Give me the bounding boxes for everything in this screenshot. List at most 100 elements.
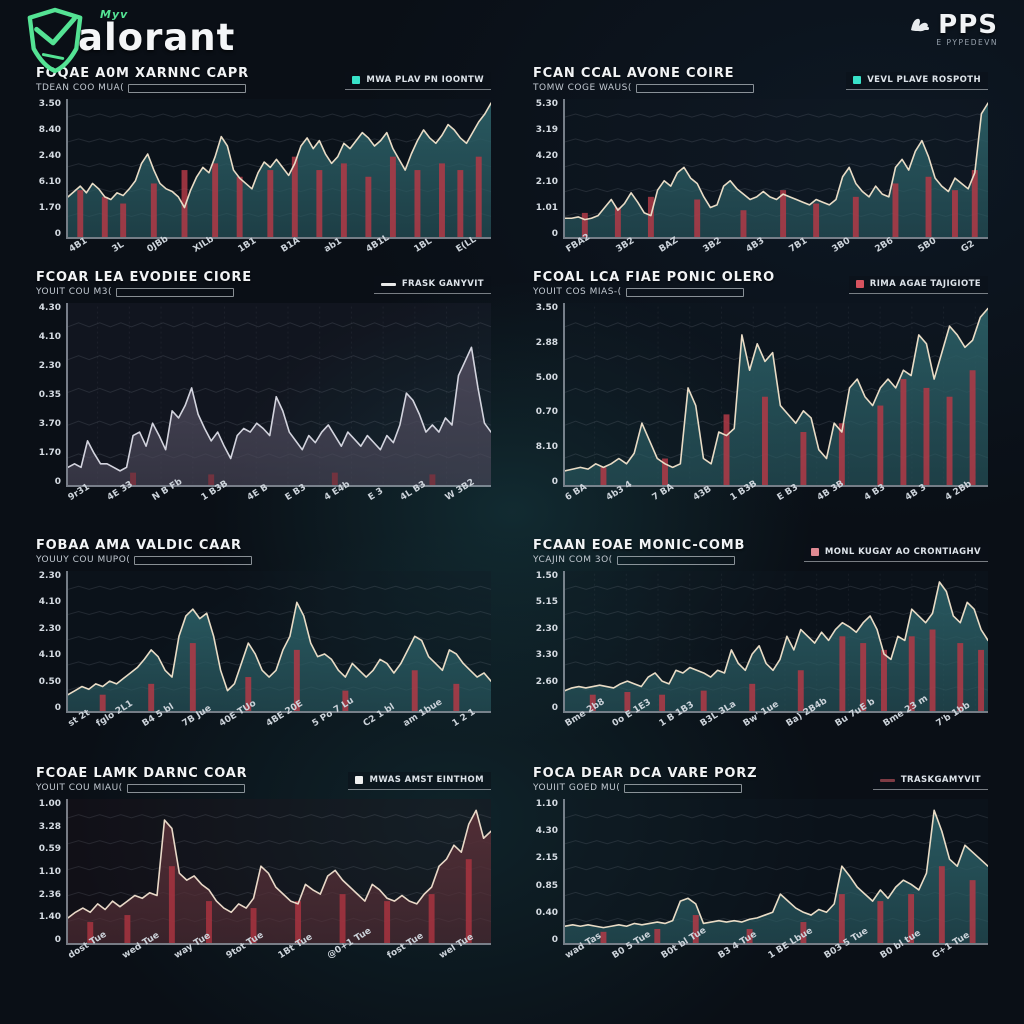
y-tick: 3.19 xyxy=(535,125,558,135)
x-tick: 6 BA xyxy=(563,482,589,503)
y-axis: 1.50 5.15 2.30 3.30 2.60 0 xyxy=(533,571,563,713)
y-tick: 5.15 xyxy=(535,597,558,608)
y-axis: 1.10 4.30 2.15 0.85 0.40 0 xyxy=(533,799,563,945)
chart-panel: FCOAE LAMK DARNC COAR YOUIT COU MIAU( MW… xyxy=(36,758,491,1000)
y-tick: 0 xyxy=(54,702,61,713)
y-tick: 0 xyxy=(54,934,61,945)
chart-panel: FCAN CCAL AVONE COIRE TOMW COGE WAUS( VE… xyxy=(533,58,988,262)
chart-plot xyxy=(66,303,491,487)
x-tick: 4B 3 xyxy=(903,482,928,503)
x-axis: wad Tas B0 5 Tue B0t bl Tue B3 4 Tue 1 BE Lb… xyxy=(563,926,988,971)
chart-panel: FCOAL LCA FIAE PONIC OLERO YOUIT COS MIA… xyxy=(533,262,988,530)
chart-legend[interactable]: RIMA AGAE TAJIGIOTE xyxy=(848,276,988,294)
chart-subtitle: YOUIIT GOED MU( xyxy=(533,783,621,793)
y-tick: 0 xyxy=(551,702,558,713)
y-tick: 2.10 xyxy=(535,177,558,187)
y-tick: 0 xyxy=(551,229,558,239)
x-tick: ab1 xyxy=(322,236,344,255)
x-tick: 3B0 xyxy=(830,236,853,255)
x-tick: 7B1 xyxy=(787,236,810,255)
x-axis: st 2t fglo 2L1 B4 5 bl 7B Jue 40E TUo 4BE 20E… xyxy=(66,696,491,739)
chart-legend[interactable]: TRASKGAMYVIT xyxy=(872,772,988,790)
chart-plot xyxy=(563,571,988,713)
y-tick: 1.70 xyxy=(38,448,61,458)
y-tick: 2.88 xyxy=(535,337,558,348)
y-tick: 1.10 xyxy=(38,866,61,877)
brand-name: alorant xyxy=(78,16,236,59)
y-tick: 5.00 xyxy=(535,372,558,383)
y-tick: 3.28 xyxy=(38,821,61,832)
y-tick: 1.00 xyxy=(38,799,61,809)
y-tick: 0.40 xyxy=(535,907,558,918)
legend-label: VEVL PLAVE ROSPOTH xyxy=(867,75,981,85)
y-tick: 2.30 xyxy=(535,623,558,634)
valorant-shield-icon xyxy=(27,7,83,74)
chart-plot xyxy=(66,571,491,713)
subtitle-box xyxy=(635,83,754,93)
x-tick: 4 B3 xyxy=(863,482,888,503)
brand-pre-text: Myv xyxy=(100,8,129,21)
pps-brand: PPS E PYPEDEVN xyxy=(908,0,998,58)
legend-label: MONL KUGAY AO CRONTIAGHV xyxy=(824,547,981,557)
y-tick: 3.30 xyxy=(535,650,558,661)
x-tick: XILb xyxy=(191,234,216,255)
subtitle-box xyxy=(128,83,247,93)
pps-icon xyxy=(911,18,930,32)
x-tick: 3B2 xyxy=(701,236,724,255)
x-tick: 5B0 xyxy=(916,236,939,255)
y-tick: 2.30 xyxy=(38,623,61,634)
chart-panel: FOBAA AMA VALDIC CAAR YOUUY COU MUPO( 2.… xyxy=(36,530,491,758)
x-axis: 4B1 3L 0JBb XILb 1B1 B1A ab1 4B1L 1BL E(LL xyxy=(66,233,491,262)
legend-swatch xyxy=(810,548,819,556)
chart-legend[interactable]: MWAS AMST EINTHOM xyxy=(348,772,491,790)
chart-plot xyxy=(563,799,988,945)
y-tick: 1.50 xyxy=(535,571,558,581)
y-tick: 3.70 xyxy=(38,419,61,429)
x-tick: 4B3 xyxy=(744,236,767,255)
legend-label: FRASK GANYVIT xyxy=(401,279,484,289)
subtitle-box xyxy=(126,783,245,793)
x-tick: 1BL xyxy=(412,236,434,255)
y-tick: 8.10 xyxy=(535,442,558,453)
legend-swatch xyxy=(355,776,364,784)
y-tick: 2.15 xyxy=(535,853,558,864)
y-tick: 0 xyxy=(551,476,558,487)
x-tick: BAZ xyxy=(657,235,681,255)
subtitle-box xyxy=(624,783,743,793)
chart-panel: FCOAR LEA EVODIEE CIORE YOUIT COU M3( FR… xyxy=(36,262,491,530)
y-tick: 0 xyxy=(54,477,61,487)
chart-title: FCOAL LCA FIAE PONIC OLERO xyxy=(533,270,776,285)
x-tick: E(LL xyxy=(454,234,479,255)
chart-plot xyxy=(563,99,988,239)
y-tick: 8.40 xyxy=(38,125,61,135)
chart-legend[interactable]: FRASK GANYVIT xyxy=(373,276,491,294)
chart-plot xyxy=(66,799,491,945)
chart-subtitle: YOUIT COU M3( xyxy=(36,287,113,297)
chart-legend[interactable]: VEVL PLAVE ROSPOTH xyxy=(846,72,988,90)
y-tick: 0.50 xyxy=(38,676,61,687)
y-tick: 2.36 xyxy=(38,889,61,900)
chart-legend[interactable]: MWA PLAV PN IOONTW xyxy=(345,72,491,90)
x-tick: 0JBb xyxy=(145,234,170,255)
subtitle-box xyxy=(625,287,744,297)
x-tick: 1B1 xyxy=(236,236,259,255)
x-tick: 3L xyxy=(110,239,126,255)
subtitle-box xyxy=(616,555,735,565)
subtitle-box xyxy=(134,555,253,565)
brand: Myv alorant xyxy=(16,0,336,80)
y-tick: 4.10 xyxy=(38,650,61,661)
page-header: Myv alorant PPS E PYPEDEVN xyxy=(0,0,1024,74)
y-tick: 3.50 xyxy=(38,99,61,109)
legend-label: MWAS AMST EINTHOM xyxy=(369,775,484,785)
x-tick: E 3 xyxy=(367,486,386,503)
legend-swatch xyxy=(855,280,864,288)
x-tick: 7 BA xyxy=(650,482,676,503)
x-axis: Bme 2b8 0o E 1E3 1 B 1B3 B3L 3La Bw' 1ue Ba) … xyxy=(563,694,988,739)
x-tick: E B3 xyxy=(283,482,309,503)
chart-subtitle: TOMW COGE WAUS( xyxy=(533,83,632,93)
x-tick: 43B xyxy=(691,484,714,503)
y-axis: 3.50 2.88 5.00 0.70 8.10 0 xyxy=(533,303,563,487)
y-tick: 6.10 xyxy=(38,177,61,187)
chart-legend[interactable]: MONL KUGAY AO CRONTIAGHV xyxy=(803,544,988,562)
charts-grid: FOQAE A0M XARNNC CAPR TDEAN COO MUA( MWA… xyxy=(0,58,1024,1000)
